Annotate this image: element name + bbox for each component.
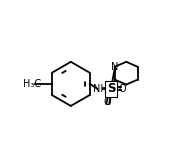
Text: O: O bbox=[104, 97, 112, 107]
Text: NH: NH bbox=[93, 84, 107, 94]
Text: H₃C: H₃C bbox=[23, 79, 41, 89]
Text: S: S bbox=[107, 82, 116, 95]
Text: O: O bbox=[119, 84, 127, 94]
Text: N: N bbox=[111, 62, 118, 72]
